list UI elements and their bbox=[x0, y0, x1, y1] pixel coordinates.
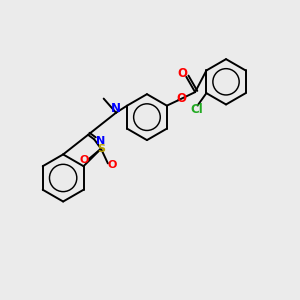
Text: O: O bbox=[80, 155, 89, 165]
Text: Cl: Cl bbox=[190, 103, 203, 116]
Text: N: N bbox=[96, 136, 105, 146]
Text: S: S bbox=[98, 144, 106, 154]
Text: N: N bbox=[111, 102, 121, 115]
Text: O: O bbox=[177, 92, 187, 105]
Text: O: O bbox=[107, 160, 117, 170]
Text: O: O bbox=[177, 67, 187, 80]
